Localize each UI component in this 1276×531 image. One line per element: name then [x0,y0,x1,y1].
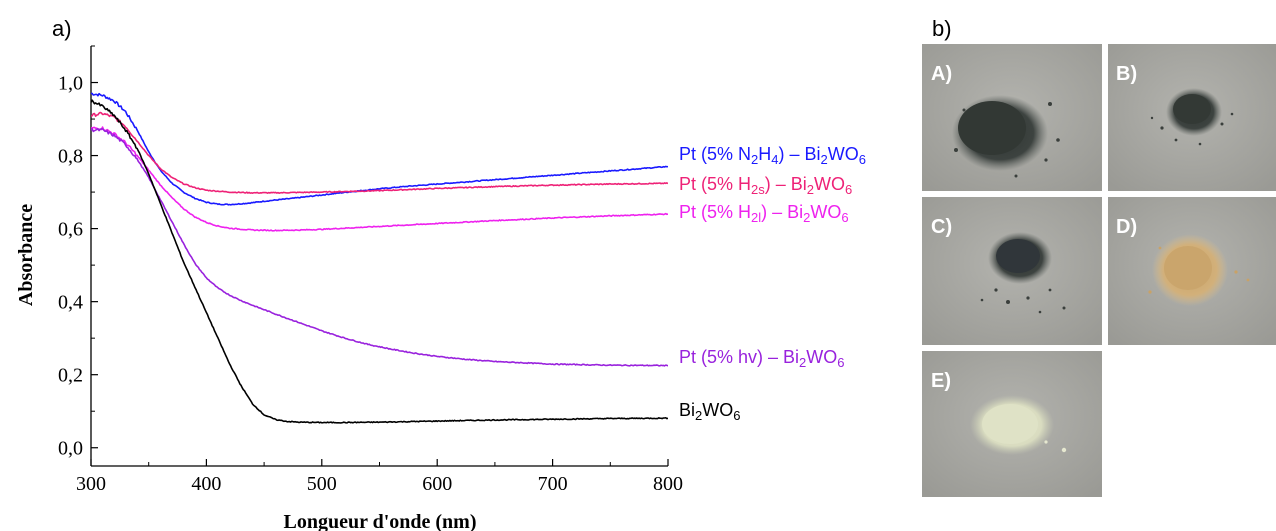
chart-ticks: 300 400 500 600 700 800 0,0 0,2 0,4 0,6 0,8 1,0 [58,45,683,495]
series-line-h2s [91,111,668,194]
photo-d-label: D) [1116,216,1137,238]
photo-d: D) [1108,197,1276,345]
photo-e-label: E) [931,370,951,392]
chart-series [91,92,668,424]
y-tick-label: 1,0 [58,73,83,95]
y-tick-label: 0,6 [58,219,83,241]
series-line-bare [91,99,668,424]
photo-a-label: A) [931,63,952,85]
sample-photos: A) B) C) D) [922,44,1276,497]
series-line-h2l [91,126,668,232]
series-label-h2l: Pt (5% H2l) – Bi2WO6 [679,202,849,225]
series-line-hv [91,127,668,367]
photo-c-label: C) [931,216,952,238]
series-label-h2s: Pt (5% H2s) – Bi2WO6 [679,174,852,197]
chart-series-labels: Pt (5% N2H4) – Bi2WO6 Pt (5% H2s) – Bi2WO… [679,144,866,423]
x-tick-label: 800 [653,473,683,495]
x-tick-label: 700 [538,473,568,495]
panel-b-label: b) [932,16,952,41]
y-tick-label: 0,2 [58,365,83,387]
photo-a: A) [922,44,1102,191]
photo-e: E) [922,351,1102,497]
x-tick-label: 400 [191,473,221,495]
series-line-n2h4 [91,92,668,206]
y-tick-label: 0,8 [58,146,83,168]
absorbance-chart: 300 400 500 600 700 800 0,0 0,2 0,4 0,6 0,8 1,0 Pt … [15,45,866,531]
series-label-bare: Bi2WO6 [679,400,740,423]
y-tick-label: 0,4 [58,292,83,314]
photo-b: B) [1108,44,1276,191]
series-label-hv: Pt (5% hv) – Bi2WO6 [679,347,845,370]
x-axis-title: Longueur d'onde (nm) [283,511,476,531]
x-tick-label: 300 [76,473,106,495]
chart-axes [90,46,668,467]
y-tick-label: 0,0 [58,438,83,460]
series-label-n2h4: Pt (5% N2H4) – Bi2WO6 [679,144,866,167]
photo-c: C) [922,197,1102,345]
y-axis-title: Absorbance [15,204,37,306]
x-tick-label: 600 [422,473,452,495]
panel-a-label: a) [52,16,72,41]
x-tick-label: 500 [307,473,337,495]
photo-b-label: B) [1116,63,1137,85]
